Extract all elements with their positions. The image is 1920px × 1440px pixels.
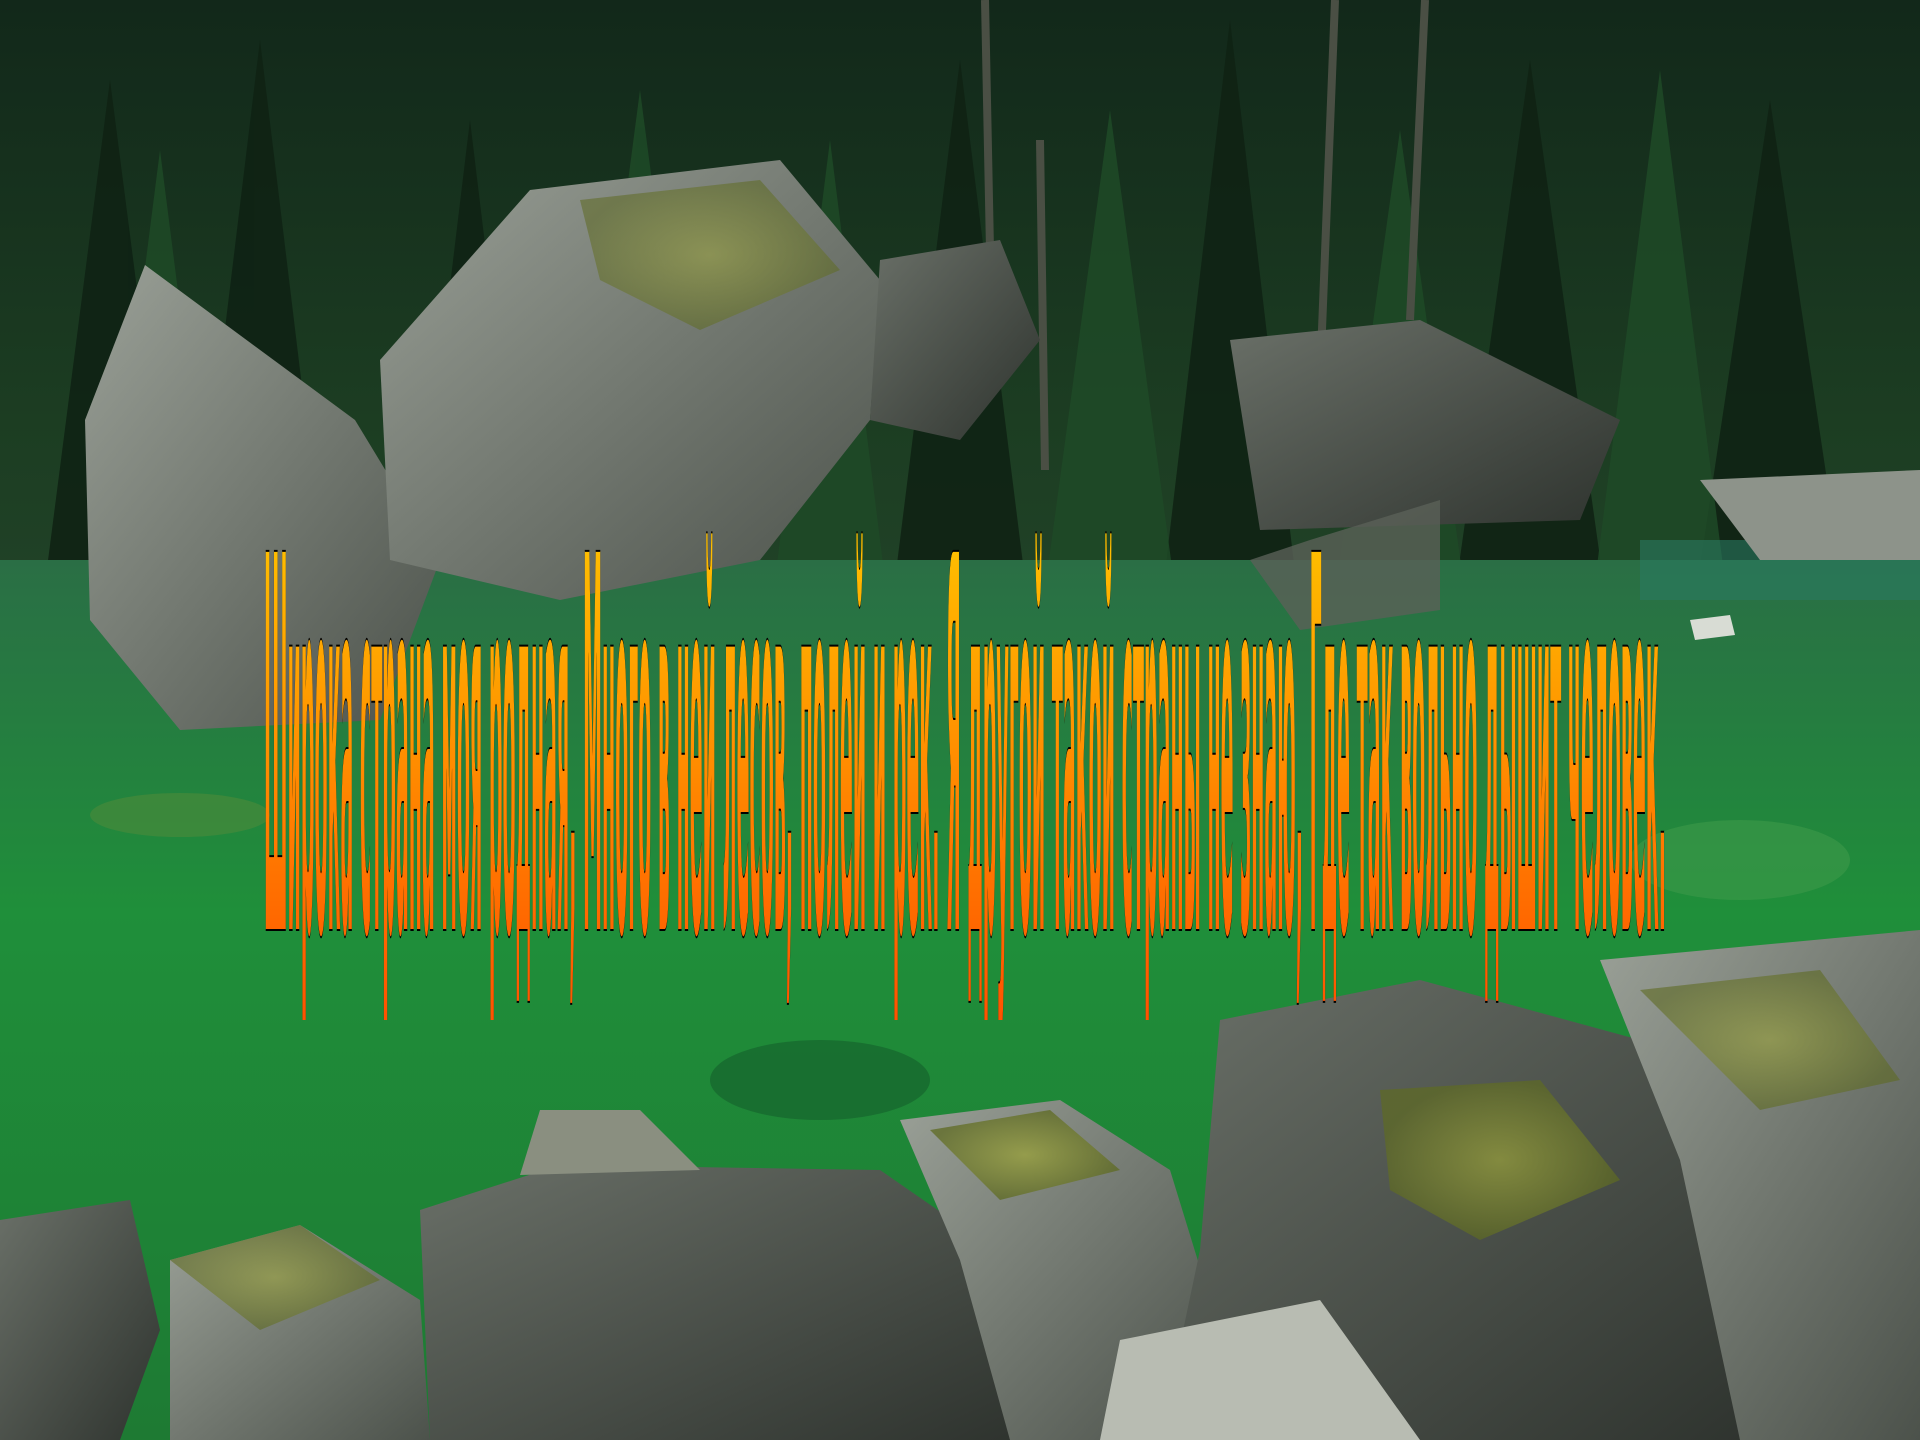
slide-title-wrap: Широка страна моя родная, Много в ней ле… xyxy=(264,450,1666,1020)
slide-title-text: Широка страна моя родная, Много в ней ле… xyxy=(264,450,1666,1020)
slide-title: Широка страна моя родная, Много в ней ле… xyxy=(264,450,1666,1020)
